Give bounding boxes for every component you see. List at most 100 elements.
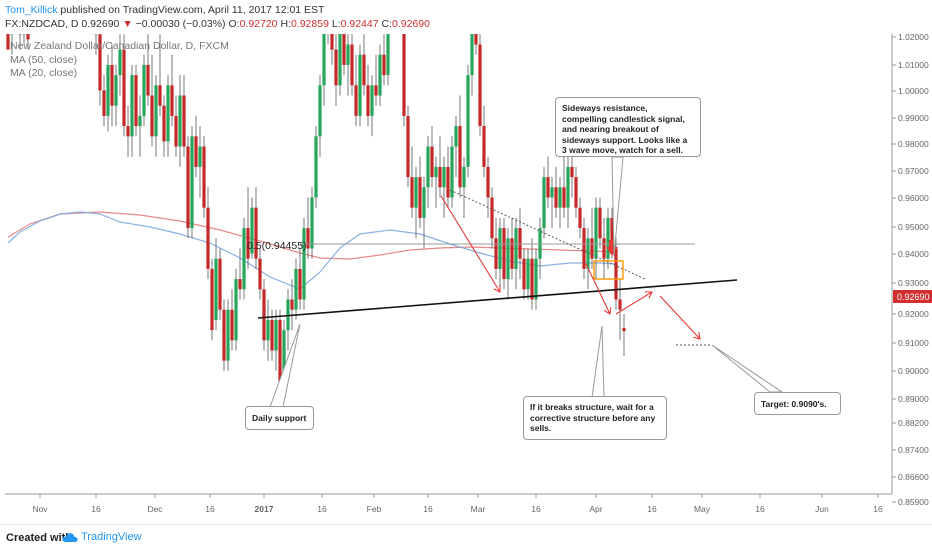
candle-up[interactable] bbox=[450, 147, 453, 198]
candle-up[interactable] bbox=[302, 228, 305, 299]
candle-down[interactable] bbox=[158, 85, 161, 105]
candle-down[interactable] bbox=[602, 238, 605, 258]
candle-down[interactable] bbox=[578, 208, 581, 228]
candle-down[interactable] bbox=[150, 96, 153, 137]
candle-down[interactable] bbox=[206, 208, 209, 269]
candle-up[interactable] bbox=[130, 75, 133, 136]
candle-down[interactable] bbox=[174, 116, 177, 147]
price-chart[interactable]: 1.020001.010001.000000.990000.980000.970… bbox=[0, 34, 932, 524]
candle-down[interactable] bbox=[374, 85, 377, 95]
candle-up[interactable] bbox=[266, 320, 269, 340]
candle-down[interactable] bbox=[522, 259, 525, 290]
candle-up[interactable] bbox=[294, 269, 297, 310]
candle-down[interactable] bbox=[306, 228, 309, 248]
candle-down[interactable] bbox=[230, 310, 233, 341]
candle-down[interactable] bbox=[354, 85, 357, 116]
candle-up[interactable] bbox=[314, 136, 317, 197]
candle-down[interactable] bbox=[410, 177, 413, 208]
candle-up[interactable] bbox=[442, 167, 445, 187]
candle-down[interactable] bbox=[270, 320, 273, 351]
candle-down[interactable] bbox=[614, 249, 617, 300]
candle-down[interactable] bbox=[570, 167, 573, 177]
resistance-callout[interactable]: Sideways resistance, compelling candlest… bbox=[555, 97, 701, 157]
candle-up[interactable] bbox=[466, 75, 469, 167]
candle-down[interactable] bbox=[262, 289, 265, 340]
candle-down[interactable] bbox=[446, 167, 449, 198]
candle-down[interactable] bbox=[574, 177, 577, 208]
candle-down[interactable] bbox=[494, 238, 497, 269]
candle-down[interactable] bbox=[290, 300, 293, 310]
candle-down[interactable] bbox=[186, 147, 189, 229]
candle-down[interactable] bbox=[238, 279, 241, 289]
candle-up[interactable] bbox=[166, 85, 169, 141]
candle-down[interactable] bbox=[502, 228, 505, 279]
candle-up[interactable] bbox=[234, 279, 237, 340]
candle-down[interactable] bbox=[458, 126, 461, 187]
candle-up[interactable] bbox=[538, 228, 541, 259]
candle-up[interactable] bbox=[498, 228, 501, 269]
candle-up[interactable] bbox=[542, 177, 545, 228]
candle-down[interactable] bbox=[202, 147, 205, 208]
candle-down[interactable] bbox=[162, 106, 165, 142]
candle-down[interactable] bbox=[490, 198, 493, 239]
candle-down[interactable] bbox=[170, 85, 173, 116]
target-callout[interactable]: Target: 0.9090's. bbox=[754, 392, 841, 415]
candle-down[interactable] bbox=[334, 50, 337, 86]
candle-down[interactable] bbox=[474, 34, 477, 45]
candle-down[interactable] bbox=[182, 96, 185, 147]
candle-down[interactable] bbox=[194, 136, 197, 167]
candle-down[interactable] bbox=[342, 34, 345, 65]
candle-down[interactable] bbox=[330, 34, 333, 50]
candle-up[interactable] bbox=[310, 198, 313, 249]
candle-up[interactable] bbox=[138, 116, 141, 126]
support-callout[interactable]: Daily support bbox=[245, 406, 314, 430]
candle-down[interactable] bbox=[598, 208, 601, 239]
candle-up[interactable] bbox=[378, 55, 381, 96]
candle-down[interactable] bbox=[278, 320, 281, 381]
candle-up[interactable] bbox=[514, 228, 517, 269]
candle-up[interactable] bbox=[434, 167, 437, 177]
candle-up[interactable] bbox=[454, 126, 457, 146]
candle-down[interactable] bbox=[362, 55, 365, 86]
candle-up[interactable] bbox=[426, 147, 429, 188]
legend-ma50[interactable]: MA (50, close) bbox=[10, 54, 229, 68]
candle-up[interactable] bbox=[214, 259, 217, 320]
candle-down[interactable] bbox=[478, 45, 481, 127]
candle-down[interactable] bbox=[486, 167, 489, 198]
candle-up[interactable] bbox=[470, 34, 473, 75]
tradingview-brand[interactable]: TradingView bbox=[62, 531, 142, 543]
candle-down[interactable] bbox=[134, 75, 137, 126]
candle-down[interactable] bbox=[298, 269, 301, 300]
candle-down[interactable] bbox=[622, 328, 625, 331]
candle-down[interactable] bbox=[582, 228, 585, 269]
candle-up[interactable] bbox=[242, 228, 245, 289]
candle-down[interactable] bbox=[350, 45, 353, 86]
candle-down[interactable] bbox=[258, 259, 261, 290]
candle-up[interactable] bbox=[198, 147, 201, 167]
candle-down[interactable] bbox=[418, 177, 421, 218]
candle-up[interactable] bbox=[558, 187, 561, 207]
structure-callout[interactable]: If it breaks structure, wait for a corre… bbox=[523, 396, 667, 440]
candle-up[interactable] bbox=[178, 96, 181, 147]
candle-up[interactable] bbox=[346, 45, 349, 65]
candle-down[interactable] bbox=[546, 177, 549, 197]
candle-up[interactable] bbox=[322, 34, 325, 85]
candle-up[interactable] bbox=[594, 208, 597, 259]
candle-up[interactable] bbox=[606, 218, 609, 259]
candle-down[interactable] bbox=[102, 90, 105, 116]
candle-down[interactable] bbox=[382, 55, 385, 75]
candle-up[interactable] bbox=[414, 177, 417, 208]
candle-down[interactable] bbox=[430, 147, 433, 178]
candle-down[interactable] bbox=[210, 269, 213, 330]
candle-down[interactable] bbox=[618, 300, 621, 310]
candle-down[interactable] bbox=[438, 167, 441, 187]
candle-down[interactable] bbox=[530, 259, 533, 300]
candle-up[interactable] bbox=[226, 310, 229, 361]
candle-down[interactable] bbox=[402, 34, 405, 116]
candle-down[interactable] bbox=[222, 310, 225, 361]
candle-down[interactable] bbox=[518, 228, 521, 259]
candle-down[interactable] bbox=[26, 34, 29, 39]
candle-up[interactable] bbox=[358, 55, 361, 116]
candle-up[interactable] bbox=[386, 34, 389, 75]
candle-down[interactable] bbox=[126, 126, 129, 136]
